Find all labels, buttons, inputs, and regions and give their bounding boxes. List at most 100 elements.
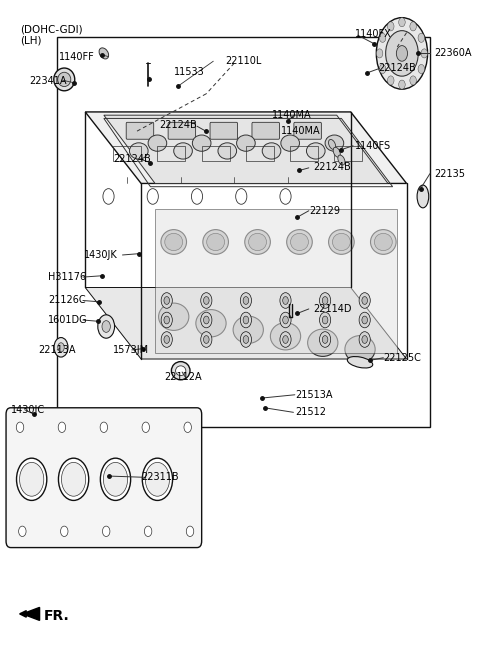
Circle shape [283,316,288,324]
Ellipse shape [174,143,192,159]
Ellipse shape [308,329,338,357]
Circle shape [243,336,249,343]
Ellipse shape [203,230,228,254]
Text: 22341A: 22341A [29,76,67,86]
Text: 1573JM: 1573JM [113,345,149,355]
Ellipse shape [270,323,300,350]
Ellipse shape [237,135,255,151]
Circle shape [240,293,252,308]
Bar [246,146,274,161]
Ellipse shape [130,143,148,159]
Ellipse shape [345,336,375,363]
Text: 1140FX: 1140FX [355,29,392,39]
Circle shape [379,33,386,42]
Ellipse shape [287,230,312,254]
Circle shape [240,332,252,347]
Text: 22129: 22129 [309,206,340,215]
Circle shape [359,293,370,308]
Ellipse shape [333,148,340,157]
Text: 1430JC: 1430JC [11,405,45,415]
Ellipse shape [417,185,429,208]
Circle shape [201,312,212,328]
Text: 22124B: 22124B [379,63,417,73]
Ellipse shape [192,135,211,151]
Circle shape [192,189,203,204]
Circle shape [103,189,114,204]
Circle shape [164,316,169,324]
Circle shape [16,422,24,432]
Text: 22135: 22135 [434,168,466,179]
Ellipse shape [290,233,309,251]
Ellipse shape [171,362,190,380]
Circle shape [320,312,331,328]
Text: (DOHC-GDI)
(LH): (DOHC-GDI) (LH) [20,24,83,46]
Polygon shape [23,607,39,620]
Ellipse shape [306,143,325,159]
Ellipse shape [176,366,186,375]
Circle shape [387,76,394,85]
Ellipse shape [262,143,281,159]
Circle shape [280,312,291,328]
Text: 22124B: 22124B [160,120,197,130]
Text: 22360A: 22360A [434,48,472,58]
Circle shape [186,526,194,537]
Bar [202,146,229,161]
Circle shape [204,336,209,343]
Ellipse shape [158,303,189,330]
Text: 21126C: 21126C [48,296,85,306]
Ellipse shape [328,140,336,150]
Text: 1140MA: 1140MA [281,127,321,136]
FancyBboxPatch shape [168,122,196,139]
Ellipse shape [329,230,354,254]
FancyBboxPatch shape [252,122,279,139]
Bar [290,146,318,161]
Ellipse shape [218,143,237,159]
Bar [155,210,397,353]
Bar [57,37,430,427]
Ellipse shape [207,233,225,251]
Circle shape [376,49,383,58]
Circle shape [322,316,328,324]
Text: 1601DG: 1601DG [48,315,87,325]
Ellipse shape [61,462,86,496]
Text: 22311B: 22311B [141,472,179,483]
Ellipse shape [161,230,187,254]
Text: 21512: 21512 [295,407,326,417]
Text: H31176: H31176 [48,272,86,282]
Text: 22110L: 22110L [226,56,262,66]
Text: 1140MA: 1140MA [272,110,311,119]
Bar [335,146,362,161]
Circle shape [240,312,252,328]
Circle shape [147,189,158,204]
Circle shape [322,336,328,343]
Circle shape [385,31,418,76]
Circle shape [243,296,249,304]
Circle shape [204,296,209,304]
Circle shape [54,338,68,357]
Ellipse shape [20,462,44,496]
Circle shape [322,296,328,304]
Circle shape [161,312,172,328]
Circle shape [144,526,152,537]
Circle shape [184,422,192,432]
Ellipse shape [142,458,172,500]
Circle shape [387,22,394,31]
Circle shape [418,33,425,42]
Text: 11533: 11533 [174,67,204,76]
Ellipse shape [58,72,71,87]
Circle shape [362,336,368,343]
Circle shape [164,296,169,304]
Polygon shape [85,287,407,359]
Ellipse shape [325,135,344,151]
Circle shape [19,526,26,537]
Circle shape [362,296,368,304]
Ellipse shape [54,68,75,91]
Circle shape [58,343,64,352]
Ellipse shape [59,458,89,500]
Ellipse shape [100,458,131,500]
Circle shape [359,312,370,328]
Circle shape [320,293,331,308]
Circle shape [60,526,68,537]
Circle shape [410,76,416,85]
Ellipse shape [196,310,226,337]
